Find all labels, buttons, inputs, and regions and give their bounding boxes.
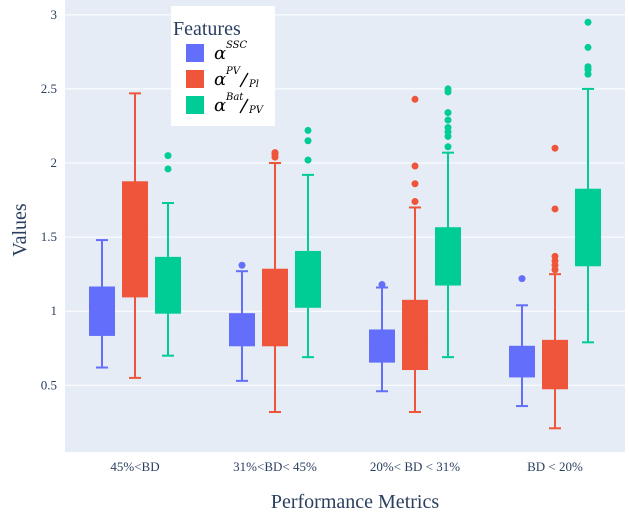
outlier-point <box>444 109 452 117</box>
legend-title: Features <box>173 18 241 40</box>
y-axis-title: Values <box>9 203 31 257</box>
box <box>229 313 255 347</box>
outlier-point <box>584 43 592 51</box>
outlier-point <box>238 261 246 269</box>
outlier-point <box>444 116 452 124</box>
x-axis-title: Performance Metrics <box>271 491 439 513</box>
outlier-point <box>378 281 386 289</box>
outlier-point <box>518 275 526 283</box>
outlier-point <box>304 126 312 134</box>
x-tick-label: 45%<BD <box>110 459 159 474</box>
outlier-point <box>551 144 559 152</box>
y-tick-label: 3 <box>51 7 58 22</box>
legend-fraction-slash <box>239 72 249 88</box>
y-tick-label: 0.5 <box>41 377 57 392</box>
outlier-point <box>551 205 559 213</box>
y-tick-label: 2 <box>51 155 58 170</box>
x-tick-label: BD < 20% <box>527 459 583 474</box>
outlier-point <box>411 180 419 188</box>
outlier-point <box>411 162 419 170</box>
outlier-point <box>551 252 559 260</box>
box <box>122 181 148 298</box>
outlier-point <box>304 156 312 164</box>
legend-label-base: α <box>214 69 226 90</box>
box <box>262 268 288 347</box>
y-tick-labels: 0.5 1 1.5 2 2.5 3 <box>41 7 57 392</box>
plot-background <box>65 0 625 452</box>
series-ssc <box>89 239 535 408</box>
box <box>295 250 321 308</box>
legend-label-base: α <box>214 95 226 116</box>
legend-label-sub: Pl <box>248 79 259 90</box>
y-tick-label: 1.5 <box>41 229 57 244</box>
x-tick-label: 31%<BD< 45% <box>233 459 317 474</box>
outlier-point <box>584 18 592 26</box>
legend-swatch <box>186 44 204 62</box>
legend-label-base: α <box>214 43 226 64</box>
outlier-point <box>164 165 172 173</box>
outlier-point <box>164 152 172 160</box>
series-bat <box>155 18 601 359</box>
box-series <box>89 18 601 430</box>
outlier-point <box>444 143 452 151</box>
y-tick-label: 2.5 <box>41 81 57 96</box>
box <box>435 227 461 286</box>
box <box>575 188 601 267</box>
legend-fraction-slash <box>239 98 249 114</box>
x-tick-labels: 45%<BD 31%<BD< 45% 20%< BD < 31% BD < 20% <box>110 459 583 474</box>
outlier-point <box>411 95 419 103</box>
legend-label-sup: PV <box>225 66 242 77</box>
outlier-point <box>584 63 592 71</box>
outlier-point <box>304 137 312 145</box>
y-tick-label: 1 <box>51 303 58 318</box>
box <box>542 339 568 390</box>
outlier-point <box>271 149 279 157</box>
box <box>369 329 395 363</box>
box <box>402 299 428 371</box>
legend-swatch <box>186 70 204 88</box>
legend-label-sup: Bat <box>225 92 244 103</box>
legend-label-sup: SSC <box>226 40 248 51</box>
box <box>89 286 115 336</box>
series-pv <box>122 92 568 430</box>
outlier-point <box>444 123 452 131</box>
box <box>155 256 181 314</box>
outlier-point <box>411 198 419 206</box>
outlier-point <box>444 85 452 93</box>
legend-swatch <box>186 96 204 114</box>
legend-label-sub: PV <box>248 105 265 116</box>
x-tick-label: 20%< BD < 31% <box>370 459 460 474</box>
